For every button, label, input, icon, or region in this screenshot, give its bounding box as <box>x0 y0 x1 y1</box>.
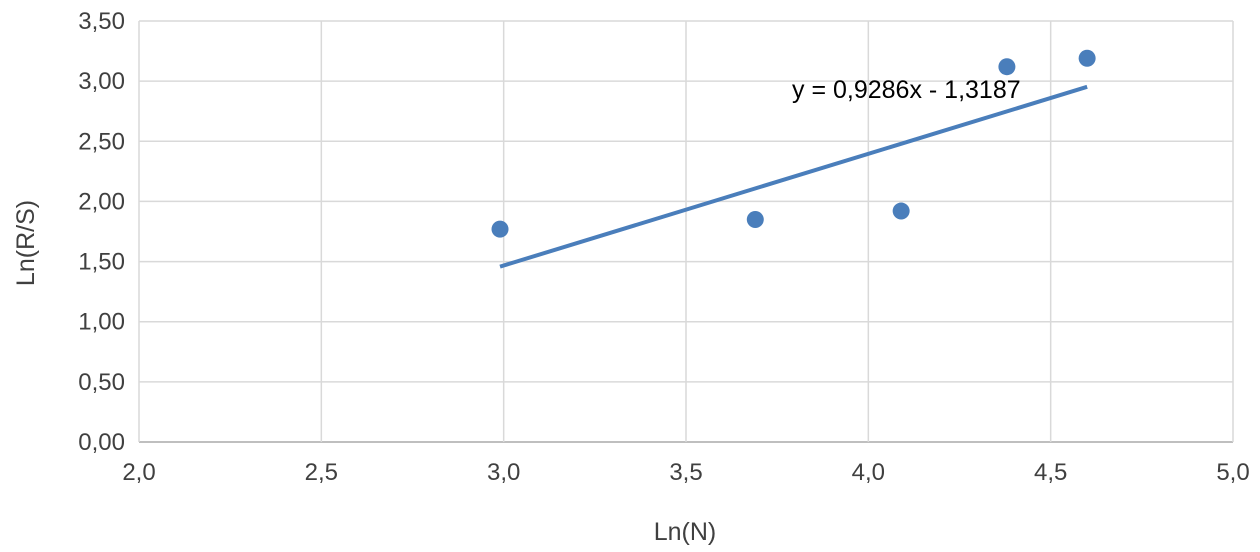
trendline <box>499 84 1088 269</box>
data-point <box>491 220 509 238</box>
x-axis-title: Ln(N) <box>654 518 717 546</box>
trendline-group <box>499 84 1088 269</box>
trendline-equation: y = 0,9286x - 1,3187 <box>792 76 1021 104</box>
data-point <box>892 202 910 220</box>
y-tick-label: 3,00 <box>78 68 125 95</box>
x-tick-label: 5,0 <box>1216 459 1249 486</box>
x-tick-label: 3,0 <box>487 459 520 486</box>
data-point <box>998 58 1016 76</box>
data-point <box>746 210 764 228</box>
y-tick-label: 2,50 <box>78 128 125 155</box>
x-tick-label: 4,5 <box>1034 459 1067 486</box>
y-tick-label: 0,00 <box>78 429 125 456</box>
x-tick-labels: 2,0 2,5 3,0 3,5 4,0 4,5 5,0 <box>122 459 1249 486</box>
x-tick-label: 4,0 <box>852 459 885 486</box>
data-point <box>1078 49 1096 67</box>
x-tick-label: 3,5 <box>669 459 702 486</box>
grid-lines <box>138 20 1234 443</box>
y-tick-labels: 0,00 0,50 1,00 1,50 2,00 2,50 3,00 3,50 <box>78 8 125 456</box>
y-tick-label: 0,50 <box>78 369 125 396</box>
y-tick-label: 2,00 <box>78 188 125 215</box>
y-axis-title: Ln(R/S) <box>12 200 40 286</box>
y-tick-label: 1,00 <box>78 309 125 336</box>
data-points <box>491 49 1096 238</box>
x-tick-label: 2,5 <box>305 459 338 486</box>
y-tick-label: 3,50 <box>78 8 125 35</box>
x-tick-label: 2,0 <box>122 459 155 486</box>
y-tick-label: 1,50 <box>78 249 125 276</box>
